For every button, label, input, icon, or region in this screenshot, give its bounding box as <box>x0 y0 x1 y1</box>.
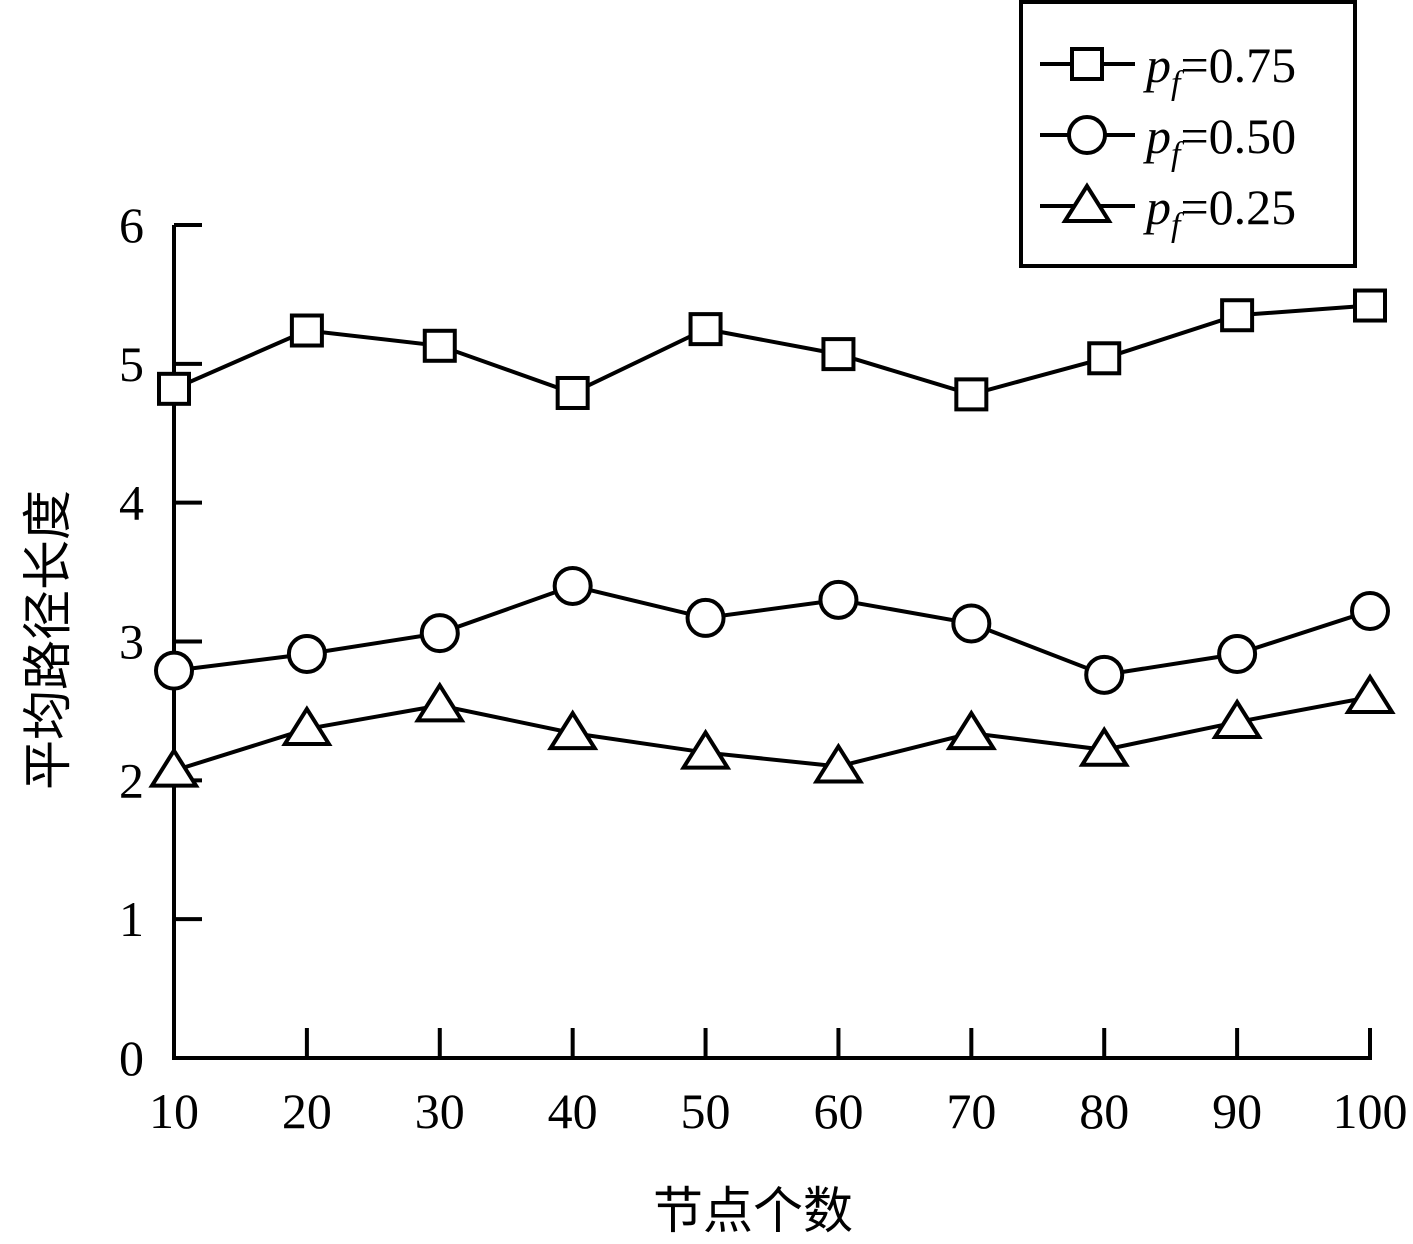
triangle-marker <box>679 728 732 770</box>
legend-item: pf=0.25 <box>1040 179 1296 244</box>
circle-marker <box>818 579 859 620</box>
circle-marker <box>951 603 992 644</box>
y-tick-label: 3 <box>119 614 144 670</box>
square-marker <box>555 375 590 410</box>
triangle-marker <box>148 746 200 788</box>
x-tick-label: 60 <box>813 1083 863 1139</box>
triangle-marker <box>547 709 599 751</box>
series-line <box>173 583 1371 677</box>
circle-marker <box>1350 590 1390 631</box>
y-tick-label: 2 <box>119 752 144 808</box>
y-tick-label: 5 <box>119 336 144 392</box>
circle-marker <box>154 650 194 691</box>
square-marker <box>1220 298 1255 333</box>
triangle-marker <box>281 705 333 746</box>
triangle-marker <box>1078 726 1130 767</box>
y-tick-label: 0 <box>119 1030 144 1086</box>
square-marker <box>688 312 723 347</box>
triangle-marker <box>945 709 997 751</box>
triangle-marker <box>1061 182 1113 223</box>
square-marker <box>157 371 191 406</box>
x-axis-title: 节点个数 <box>653 1182 853 1240</box>
circle-marker <box>419 613 460 654</box>
square-marker <box>422 328 457 363</box>
series-circle <box>154 565 1390 695</box>
legend-label: pf=0.75 <box>1143 37 1296 102</box>
legend-label: pf=0.25 <box>1143 179 1296 244</box>
circle-marker <box>286 633 327 674</box>
square-marker <box>289 313 324 348</box>
triangle-marker <box>414 681 466 723</box>
x-tick-label: 20 <box>282 1083 332 1139</box>
y-tick-label: 1 <box>119 891 144 947</box>
x-tick-label: 70 <box>946 1083 996 1139</box>
circle-marker <box>552 565 593 606</box>
legend-item: pf=0.75 <box>1040 37 1296 102</box>
square-marker <box>954 377 989 412</box>
x-tick-label: 50 <box>681 1083 731 1139</box>
triangle-marker <box>1344 673 1396 715</box>
legend-label: pf=0.50 <box>1143 108 1296 173</box>
x-tick-label: 30 <box>415 1083 465 1139</box>
circle-marker <box>1084 654 1125 695</box>
x-tick-label: 10 <box>149 1083 199 1139</box>
triangle-marker <box>1211 698 1263 740</box>
square-marker <box>821 337 856 372</box>
triangle-marker <box>812 742 865 784</box>
square-marker <box>1087 341 1122 376</box>
square-marker <box>1070 47 1104 81</box>
x-tick-label: 80 <box>1079 1083 1129 1139</box>
series-line <box>173 303 1371 397</box>
x-tick-label: 40 <box>548 1083 598 1139</box>
series-triangle <box>148 673 1396 788</box>
circle-marker <box>685 597 726 638</box>
y-axis-title: 平均路径长度 <box>19 490 77 790</box>
x-tick-label: 90 <box>1212 1083 1262 1139</box>
legend-item: pf=0.50 <box>1040 108 1296 173</box>
y-tick-label: 4 <box>119 475 144 531</box>
series-square <box>157 288 1387 412</box>
circle-marker <box>1217 633 1258 674</box>
x-tick-label: 100 <box>1333 1083 1408 1139</box>
square-marker <box>1353 288 1387 323</box>
series-layer <box>148 288 1396 788</box>
axes: 0 1 2 3 4 5 6 10 20 30 40 50 60 70 80 90 100 <box>119 197 1408 1139</box>
y-tick-label: 6 <box>119 197 144 253</box>
circle-marker <box>1067 115 1107 155</box>
series-line <box>173 695 1371 773</box>
